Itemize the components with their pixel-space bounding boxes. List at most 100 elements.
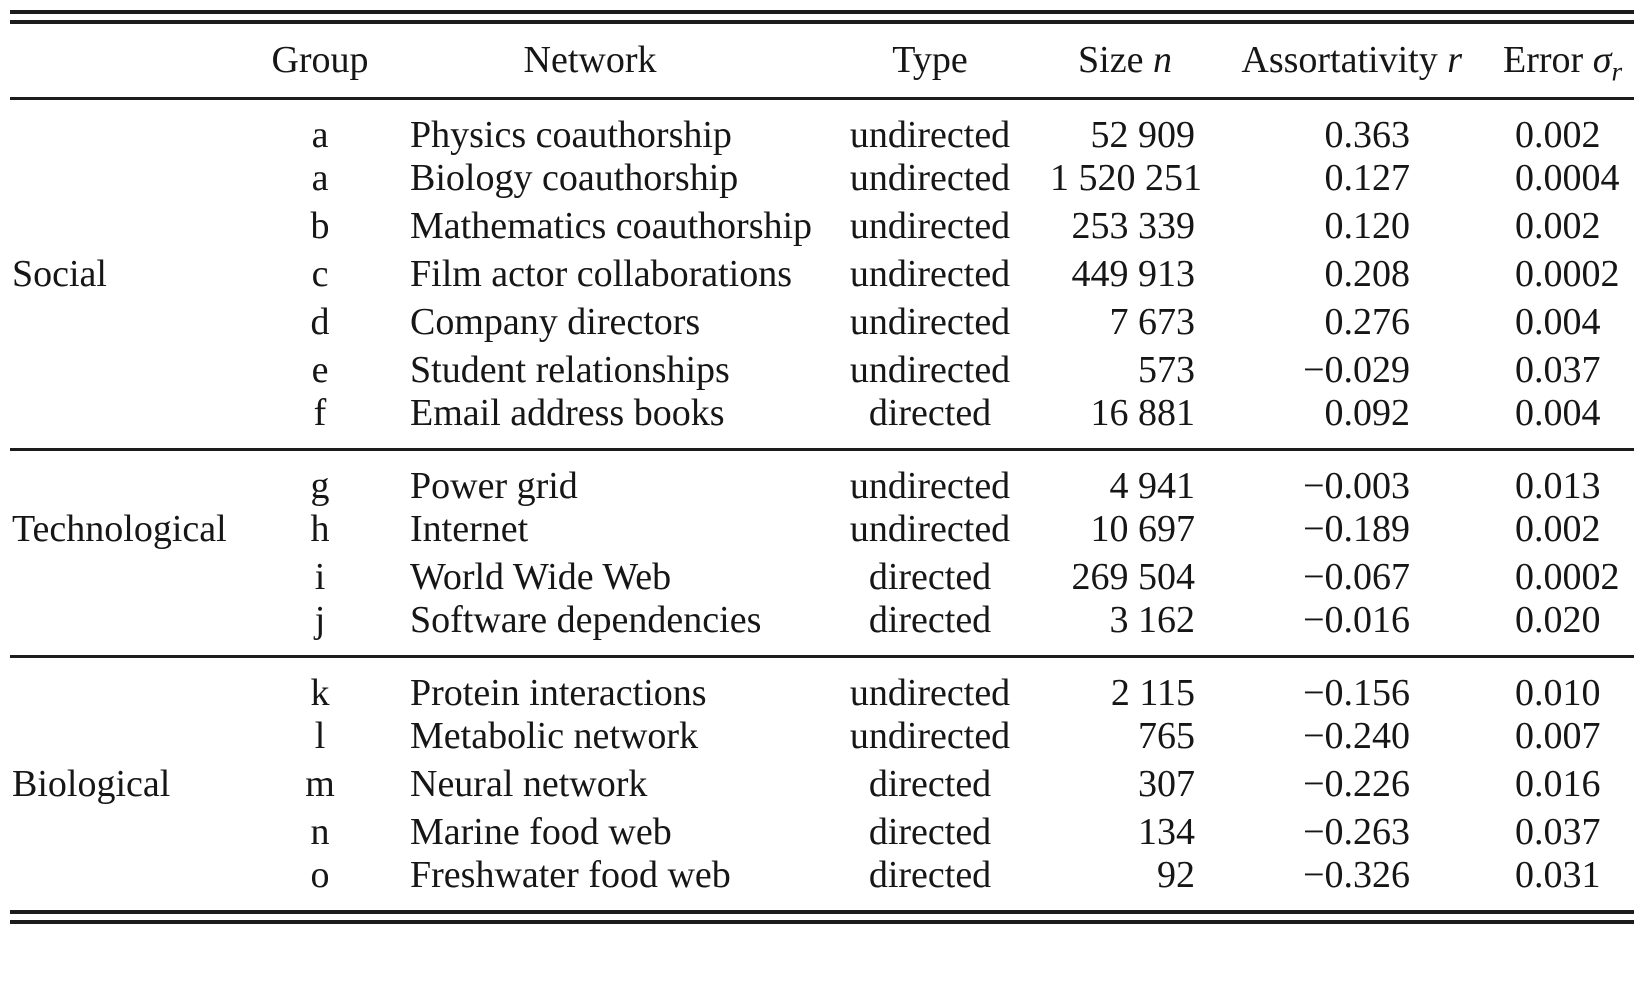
section-technological: g Power grid undirected 4 941 −0.003 0.0… <box>10 449 1634 656</box>
category-label-cell <box>10 712 270 760</box>
group-letter-cell: o <box>310 853 330 896</box>
assortativity-cell: −0.156 <box>1303 671 1410 714</box>
table-header: Group Network Type Size n Assortativity … <box>10 24 1634 98</box>
table-row: k Protein interactions undirected 2 115 … <box>10 656 1634 712</box>
assortativity-cell: 0.363 <box>1324 113 1411 156</box>
assortativity-cell: −0.067 <box>1303 555 1410 598</box>
assortativity-cell: 0.092 <box>1324 391 1411 434</box>
network-name-cell: World Wide Web <box>410 555 672 598</box>
header-spacer-cell <box>10 24 270 98</box>
category-label-cell <box>10 449 270 505</box>
group-letter-cell: m <box>305 762 335 805</box>
size-cell: 307 <box>1138 762 1195 805</box>
bottom-double-rule <box>10 909 1634 924</box>
type-cell: undirected <box>849 507 1011 550</box>
assortativity-cell: −0.226 <box>1303 762 1410 805</box>
error-cell: 0.0002 <box>1515 555 1620 598</box>
table-row: o Freshwater food web directed 92 −0.326… <box>10 856 1634 910</box>
network-name-cell: Student relationships <box>410 348 730 391</box>
table-row: Social c Film actor collaborations undir… <box>10 250 1634 298</box>
network-name-cell: Power grid <box>410 464 578 507</box>
size-cell: 16 881 <box>1090 391 1196 434</box>
size-cell: 10 697 <box>1090 507 1196 550</box>
size-cell: 765 <box>1138 714 1195 757</box>
category-label-cell <box>10 656 270 712</box>
group-letter-cell: a <box>311 156 329 199</box>
category-label-cell <box>10 856 270 910</box>
error-header-symbol: σ <box>1592 39 1612 82</box>
size-cell: 449 913 <box>1071 252 1196 295</box>
error-cell: 0.031 <box>1515 853 1601 896</box>
network-name-cell: Film actor collaborations <box>410 252 793 295</box>
error-cell: 0.002 <box>1515 113 1601 156</box>
network-name-cell: Physics coauthorship <box>410 113 732 156</box>
group-letter-cell: i <box>314 555 326 598</box>
size-cell: 3 162 <box>1109 598 1196 641</box>
table-row: n Marine food web directed 134 −0.263 0.… <box>10 808 1634 856</box>
error-header-label: Error <box>1503 39 1584 82</box>
category-label-cell <box>10 298 270 346</box>
category-label-cell <box>10 394 270 450</box>
top-double-rule <box>10 10 1634 24</box>
error-cell: 0.010 <box>1515 671 1601 714</box>
network-name-cell: Mathematics coauthorship <box>410 204 813 247</box>
table-row: a Biology coauthorship undirected 1 520 … <box>10 154 1634 202</box>
category-label-cell <box>10 601 270 657</box>
error-cell: 0.004 <box>1515 391 1601 434</box>
column-header-size: Size n <box>1050 24 1200 98</box>
error-cell: 0.0004 <box>1515 156 1620 199</box>
category-label-cell: Biological <box>12 762 171 805</box>
table-row: i World Wide Web directed 269 504 −0.067… <box>10 553 1634 601</box>
network-name-cell: Email address books <box>410 391 725 434</box>
error-cell: 0.007 <box>1515 714 1601 757</box>
size-header-symbol: n <box>1152 39 1172 82</box>
category-label-cell: Social <box>12 252 107 295</box>
type-cell: undirected <box>849 204 1011 247</box>
header-row: Group Network Type Size n Assortativity … <box>10 24 1634 98</box>
assortativity-header-symbol: r <box>1447 39 1462 82</box>
network-name-cell: Freshwater food web <box>410 853 731 896</box>
assortativity-cell: −0.029 <box>1303 348 1410 391</box>
type-cell: directed <box>868 555 992 598</box>
column-header-network: Network <box>523 39 657 82</box>
type-cell: undirected <box>849 113 1011 156</box>
type-cell: directed <box>868 810 992 853</box>
section-social: a Physics coauthorship undirected 52 909… <box>10 98 1634 449</box>
assortativity-cell: −0.003 <box>1303 464 1410 507</box>
size-header-label: Size <box>1078 39 1144 82</box>
type-cell: undirected <box>849 156 1011 199</box>
assortativity-cell: −0.189 <box>1303 507 1410 550</box>
table-row: g Power grid undirected 4 941 −0.003 0.0… <box>10 449 1634 505</box>
table-row: e Student relationships undirected 573 −… <box>10 346 1634 394</box>
table-row: l Metabolic network undirected 765 −0.24… <box>10 712 1634 760</box>
error-cell: 0.037 <box>1515 348 1601 391</box>
error-cell: 0.002 <box>1515 507 1601 550</box>
category-label-cell <box>10 98 270 154</box>
table-row: j Software dependencies directed 3 162 −… <box>10 601 1634 657</box>
group-letter-cell: d <box>310 300 330 343</box>
type-cell: undirected <box>849 252 1011 295</box>
size-cell: 134 <box>1138 810 1195 853</box>
type-cell: undirected <box>849 714 1011 757</box>
network-name-cell: Company directors <box>410 300 701 343</box>
category-label-cell <box>10 346 270 394</box>
assortativity-cell: 0.127 <box>1324 156 1411 199</box>
type-cell: directed <box>868 853 992 896</box>
error-cell: 0.002 <box>1515 204 1601 247</box>
table-row: b Mathematics coauthorship undirected 25… <box>10 202 1634 250</box>
size-cell: 573 <box>1138 348 1195 391</box>
table-row: Biological m Neural network directed 307… <box>10 760 1634 808</box>
group-letter-cell: k <box>310 671 330 714</box>
column-header-group: Group <box>271 39 369 82</box>
column-header-error: Error σr <box>1470 24 1634 98</box>
type-cell: undirected <box>849 464 1011 507</box>
assortativity-cell: −0.016 <box>1303 598 1410 641</box>
size-cell: 269 504 <box>1071 555 1196 598</box>
network-name-cell: Internet <box>410 507 529 550</box>
assortativity-cell: −0.240 <box>1303 714 1410 757</box>
type-cell: undirected <box>849 348 1011 391</box>
network-name-cell: Metabolic network <box>410 714 699 757</box>
error-cell: 0.037 <box>1515 810 1601 853</box>
group-letter-cell: j <box>314 598 326 641</box>
